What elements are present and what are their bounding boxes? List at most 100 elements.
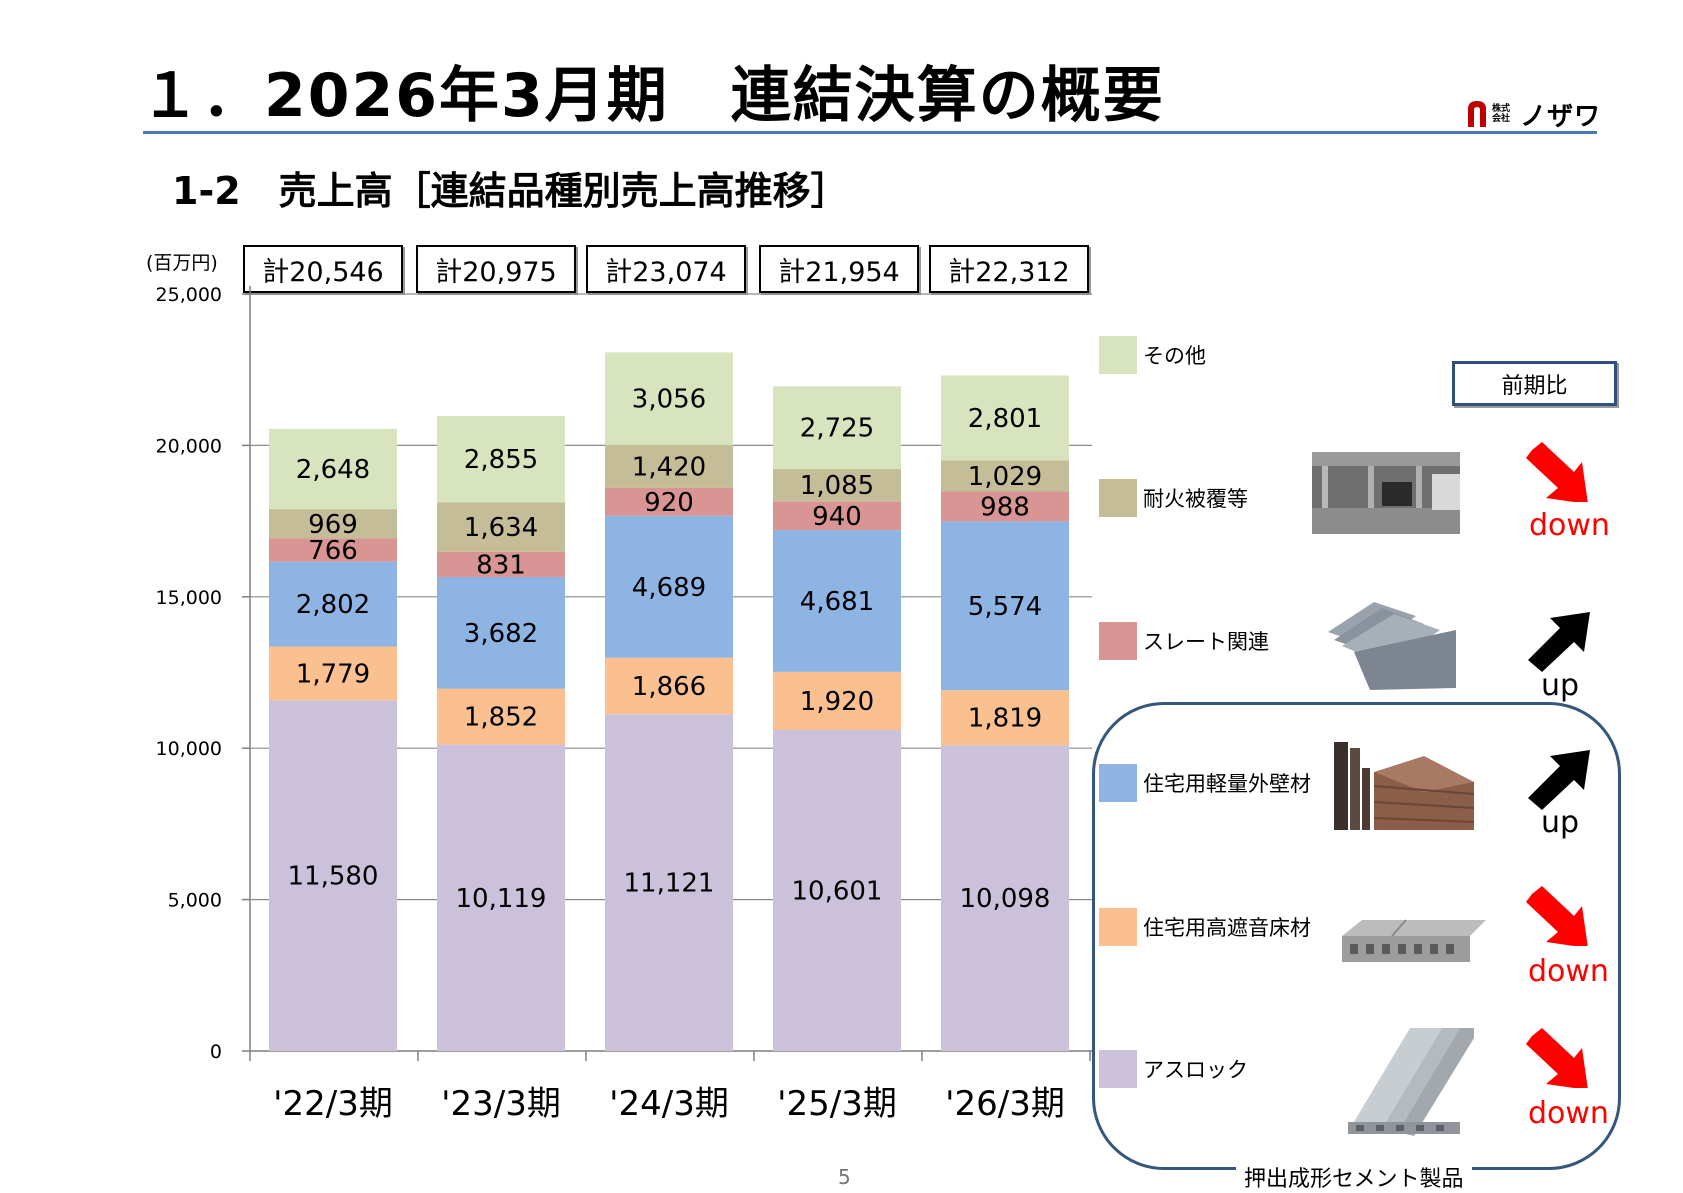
data-label: 11,121 xyxy=(624,869,715,899)
trend-up-arrow-icon xyxy=(1528,612,1590,672)
bar-segment xyxy=(605,515,733,658)
data-label: 766 xyxy=(308,536,358,566)
total-box-2022: 計20,546 xyxy=(243,245,403,293)
data-label: 3,682 xyxy=(464,619,538,649)
x-category-label: '26/3期 xyxy=(945,1084,1065,1124)
data-label: 920 xyxy=(644,488,694,518)
section-subtitle: 1-2 売上高［連結品種別売上高推移］ xyxy=(172,169,849,213)
legend-label-other: その他 xyxy=(1143,344,1206,368)
data-label: 3,056 xyxy=(632,385,706,415)
y-tick-label: 15,000 xyxy=(156,587,222,609)
floor-panel-photo xyxy=(1342,919,1486,962)
bar-segment xyxy=(941,375,1069,461)
bar-segment xyxy=(437,551,565,578)
legend-swatch-slate xyxy=(1099,622,1137,660)
data-label: 2,802 xyxy=(296,590,370,620)
legend-swatch-asloc xyxy=(1099,1050,1137,1088)
bar-segment xyxy=(269,509,397,539)
trend-down-arrow-icon xyxy=(1526,886,1588,946)
slate-panel-photo xyxy=(1328,602,1456,690)
data-label: 2,855 xyxy=(464,445,538,475)
y-tick-label: 10,000 xyxy=(156,738,222,760)
trend-label-floor: down xyxy=(1528,954,1609,989)
data-label: 10,601 xyxy=(792,877,883,907)
data-label: 1,779 xyxy=(296,659,370,689)
trend-label-slate: up xyxy=(1541,668,1580,703)
logo-small-text: 株式会社 xyxy=(1492,104,1511,124)
bar-segment xyxy=(269,646,397,701)
total-box-2026: 計22,312 xyxy=(929,245,1089,293)
logo-mark-icon xyxy=(1468,101,1486,127)
unit-label: (百万円) xyxy=(146,252,218,274)
asloc-panel-photo xyxy=(1348,1028,1474,1136)
trend-down-arrow-icon xyxy=(1526,1028,1588,1088)
bar-segment xyxy=(773,501,901,531)
data-label: 4,681 xyxy=(800,587,874,617)
legend-label-fireproof: 耐火被覆等 xyxy=(1143,487,1248,511)
y-tick-label: 0 xyxy=(210,1041,222,1063)
total-box-2025: 計21,954 xyxy=(759,245,919,293)
bar-segment xyxy=(269,700,397,1051)
data-label: 1,866 xyxy=(632,672,706,702)
bar-segment xyxy=(941,745,1069,1051)
page-title: １．2026年3月期 連結決算の概要 xyxy=(140,61,1165,131)
company-logo: 株式会社 ノザワ xyxy=(1466,97,1602,132)
legend-item-other: その他 xyxy=(1099,336,1206,374)
data-label: 11,580 xyxy=(288,862,379,892)
bar-segment xyxy=(605,487,733,516)
data-label: 2,801 xyxy=(968,404,1042,434)
yoy-label-box: 前期比 xyxy=(1452,361,1617,406)
bar-segment xyxy=(269,538,397,562)
x-category-label: '25/3期 xyxy=(777,1084,897,1124)
total-box-2024: 計23,074 xyxy=(586,245,746,293)
data-label: 2,725 xyxy=(800,414,874,444)
legend-swatch-floor xyxy=(1099,908,1137,946)
legend-label-floor: 住宅用高遮音床材 xyxy=(1143,916,1311,940)
data-label: 969 xyxy=(308,510,358,540)
legend-swatch-fireproof xyxy=(1099,479,1137,517)
data-label: 940 xyxy=(812,502,862,532)
bar-segment xyxy=(437,577,565,689)
trend-down-arrow-icon xyxy=(1526,442,1588,502)
fireproof-coating-photo xyxy=(1312,452,1460,534)
trend-label-fireproof: down xyxy=(1529,508,1610,543)
bar-segment xyxy=(605,714,733,1051)
y-tick-label: 20,000 xyxy=(156,435,222,457)
y-tick-label: 5,000 xyxy=(168,890,222,912)
legend-item-floor: 住宅用高遮音床材 xyxy=(1099,908,1311,946)
bar-segment xyxy=(941,690,1069,746)
data-label: 5,574 xyxy=(968,592,1042,622)
bar-segment xyxy=(773,671,901,731)
data-label: 1,920 xyxy=(800,687,874,717)
page-number: 5 xyxy=(838,1165,851,1189)
data-label: 1,420 xyxy=(632,452,706,482)
x-category-label: '22/3期 xyxy=(273,1084,393,1124)
bar-segment xyxy=(437,502,565,552)
legend-label-asloc: アスロック xyxy=(1143,1058,1248,1082)
data-label: 1,085 xyxy=(800,471,874,501)
logo-name: ノザワ xyxy=(1520,101,1602,132)
data-label: 988 xyxy=(980,492,1030,522)
bar-segment xyxy=(605,444,733,488)
data-label: 1,852 xyxy=(464,703,538,733)
y-tick-label: 25,000 xyxy=(156,284,222,306)
extruded-cement-group-frame xyxy=(1092,702,1621,1170)
bar-segment xyxy=(269,428,397,510)
bar-segment xyxy=(437,415,565,503)
bar-segment xyxy=(941,460,1069,492)
bar-segment xyxy=(773,386,901,469)
legend-item-slate: スレート関連 xyxy=(1099,622,1269,660)
bar-segment xyxy=(605,657,733,715)
x-category-label: '24/3期 xyxy=(609,1084,729,1124)
data-label: 1,634 xyxy=(464,513,538,543)
bar-segment xyxy=(437,688,565,745)
legend-item-fireproof: 耐火被覆等 xyxy=(1099,479,1248,517)
group-caption: 押出成形セメント製品 xyxy=(1236,1161,1472,1193)
bar-segment xyxy=(941,491,1069,522)
total-box-2023: 計20,975 xyxy=(416,245,576,293)
legend-item-asloc: アスロック xyxy=(1099,1050,1248,1088)
bar-segment xyxy=(941,521,1069,691)
bar-segment xyxy=(437,744,565,1051)
data-label: 4,689 xyxy=(632,573,706,603)
legend-label-exterior-wall: 住宅用軽量外壁材 xyxy=(1143,772,1311,796)
